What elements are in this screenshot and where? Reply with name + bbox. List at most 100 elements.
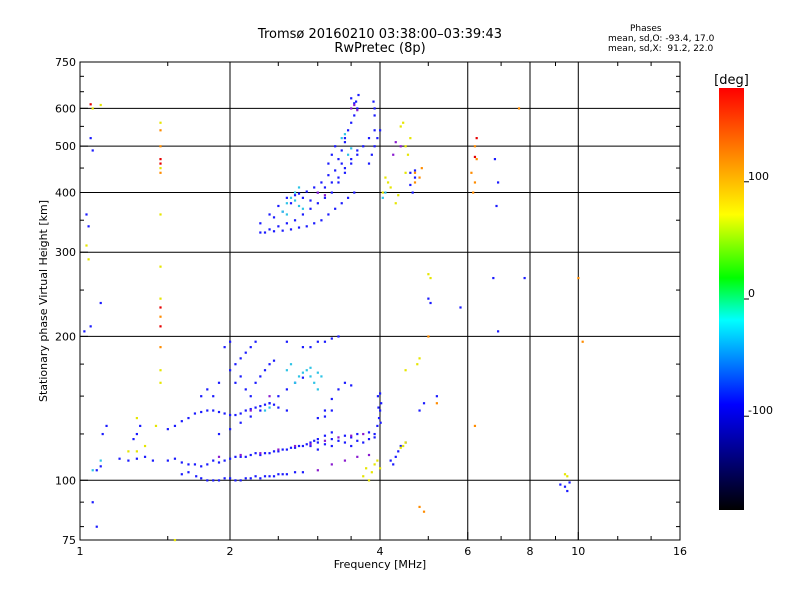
data-point (305, 443, 308, 446)
data-point (99, 465, 102, 468)
data-point (493, 158, 497, 161)
data-point (289, 446, 293, 449)
y-tick-label: 500 (55, 140, 76, 153)
data-point (309, 375, 312, 378)
data-point (330, 153, 333, 156)
data-point (95, 469, 98, 472)
data-point (309, 441, 312, 444)
data-point (459, 306, 462, 309)
data-point (418, 409, 421, 412)
y-axis-label: Stationary phase Virtual Height [km] (37, 200, 50, 402)
data-point (343, 141, 347, 144)
scatter-series (159, 107, 584, 513)
data-point (193, 412, 197, 415)
data-point (337, 439, 340, 442)
data-point (337, 436, 340, 439)
data-point (159, 167, 162, 170)
data-point (365, 467, 368, 470)
data-point (420, 167, 423, 170)
data-point (496, 181, 500, 184)
data-point (305, 190, 308, 193)
data-point (356, 439, 359, 442)
data-point (353, 102, 356, 105)
data-point (394, 141, 397, 144)
data-point (429, 276, 432, 280)
colorbar-tick-label: 100 (748, 170, 769, 183)
data-point (293, 446, 297, 449)
data-point (180, 473, 183, 476)
data-point (356, 107, 359, 110)
data-point (392, 463, 395, 466)
data-point (239, 453, 242, 457)
data-point (239, 375, 242, 378)
data-point (206, 388, 209, 391)
data-point (356, 455, 359, 458)
data-point (159, 121, 162, 124)
data-point (309, 346, 312, 349)
data-point (268, 406, 271, 409)
data-point (566, 475, 569, 478)
data-point (268, 228, 271, 231)
x-tick-label: 2 (227, 545, 234, 558)
data-point (330, 337, 333, 340)
data-point (327, 162, 330, 165)
data-point (254, 452, 257, 455)
data-point (217, 455, 221, 458)
data-point (350, 147, 353, 150)
data-point (277, 473, 280, 476)
data-point (244, 455, 247, 458)
data-point (337, 335, 340, 338)
data-point (343, 381, 347, 384)
data-point (330, 397, 333, 401)
data-point (330, 437, 333, 441)
data-point (362, 441, 365, 444)
data-point (389, 459, 392, 462)
data-point (409, 137, 412, 140)
data-point (293, 194, 297, 197)
data-point (320, 219, 323, 222)
data-point (357, 93, 360, 97)
data-point (330, 463, 333, 466)
data-point (180, 420, 183, 423)
data-point (397, 450, 400, 453)
data-point (330, 409, 333, 412)
y-tick-label: 200 (55, 330, 76, 343)
data-point (517, 107, 521, 110)
data-point (373, 463, 376, 466)
data-point (394, 455, 397, 458)
data-point (394, 202, 397, 205)
data-point (159, 381, 162, 384)
data-point (343, 171, 347, 174)
data-point (217, 479, 221, 482)
data-point (259, 477, 262, 480)
data-point (340, 149, 343, 152)
data-point (320, 181, 323, 184)
data-point (259, 375, 262, 378)
data-point (422, 402, 426, 405)
data-point (370, 153, 373, 156)
data-point (263, 231, 267, 234)
data-point (87, 225, 90, 228)
data-point (193, 463, 197, 466)
data-point (334, 169, 337, 172)
data-point (404, 171, 407, 174)
data-point (272, 403, 276, 406)
data-point (99, 459, 102, 462)
data-point (135, 450, 138, 453)
data-point (523, 276, 526, 280)
data-point (285, 340, 288, 343)
data-point (259, 405, 262, 408)
data-point (353, 191, 356, 194)
data-point (316, 441, 319, 444)
data-point (316, 202, 319, 205)
data-point (229, 413, 232, 417)
data-point (411, 191, 414, 194)
data-point (301, 444, 305, 448)
data-point (239, 455, 242, 458)
data-point (91, 149, 94, 152)
data-point (473, 155, 477, 159)
data-point (139, 424, 142, 428)
data-point (297, 444, 301, 448)
data-point (373, 432, 376, 436)
data-point (381, 196, 384, 199)
